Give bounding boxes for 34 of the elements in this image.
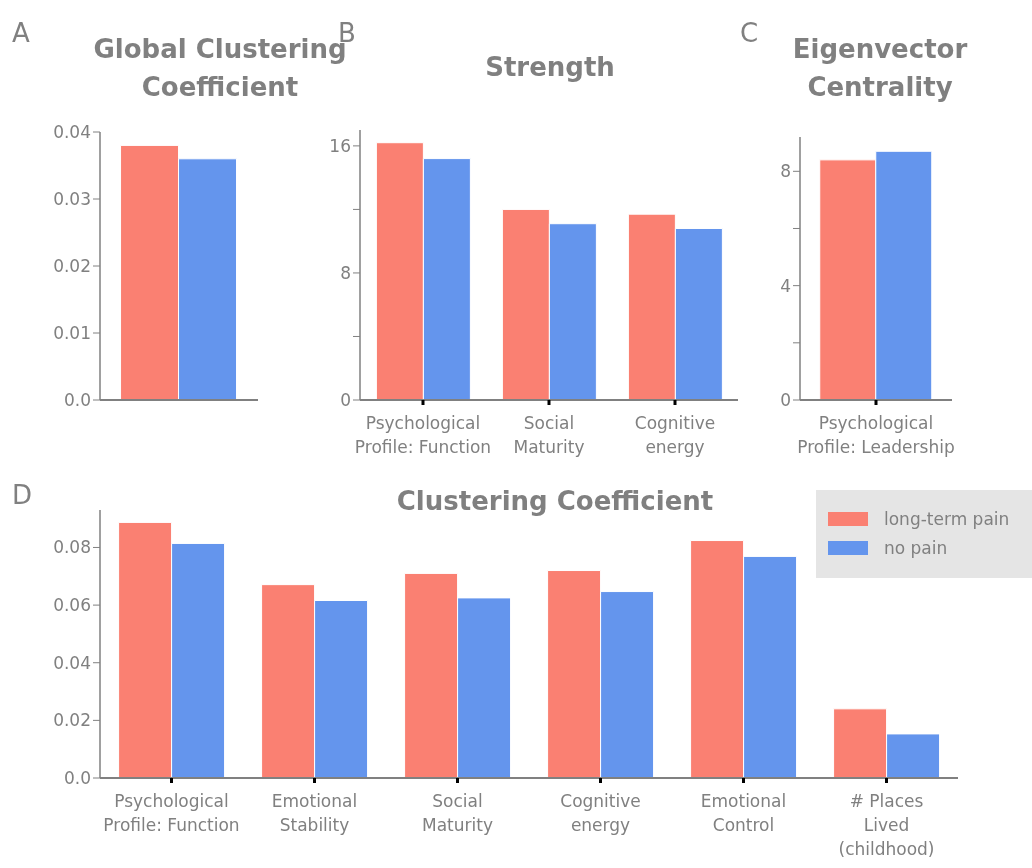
text: D <box>12 480 33 510</box>
y-tick-label: 0 <box>340 390 351 411</box>
y-tick-label: 0.01 <box>53 323 91 344</box>
x-tick-label: Psychological Profile: Function <box>103 791 240 835</box>
y-tick-label: 4 <box>780 275 791 296</box>
x-tick-label: Psychological Profile: Function <box>354 413 492 457</box>
chart-title: Eigenvector Centrality <box>791 33 969 104</box>
y-tick-label: 0.08 <box>53 537 91 558</box>
y-tick-label: 0.0 <box>63 768 91 789</box>
x-tick-label: Cognitive energy <box>634 413 716 457</box>
text: A <box>12 18 30 48</box>
y-tick-label: 16 <box>329 135 351 156</box>
chart-title: Clustering Coefficient <box>395 485 715 518</box>
x-tick-label: Emotional Control <box>700 791 787 835</box>
y-tick-label: 0.04 <box>53 122 91 143</box>
x-tick-label: Social Maturity <box>513 413 585 457</box>
x-tick-label: Social Maturity <box>422 791 493 835</box>
legend-label: long-term pain <box>884 508 1010 529</box>
y-tick-label: 0.04 <box>53 652 91 673</box>
x-tick-label: Cognitive energy <box>560 791 641 835</box>
text: C <box>740 18 759 48</box>
x-tick-label: # Places Lived (childhood) <box>838 791 935 859</box>
x-tick-label: Psychological Profile: Leadership <box>797 413 955 457</box>
x-tick-label: Emotional Stability <box>271 791 358 835</box>
y-tick-label: 0.0 <box>63 390 91 411</box>
y-tick-label: 0.02 <box>53 256 91 277</box>
chart-title: Strength <box>484 51 616 84</box>
legend-label: no pain <box>884 537 948 558</box>
y-tick-label: 8 <box>340 262 351 283</box>
y-tick-label: 0.02 <box>53 710 91 731</box>
y-tick-label: 8 <box>780 161 791 182</box>
y-tick-label: 0.03 <box>53 189 91 210</box>
y-tick-label: 0 <box>780 390 791 411</box>
y-tick-label: 0.06 <box>53 595 91 616</box>
